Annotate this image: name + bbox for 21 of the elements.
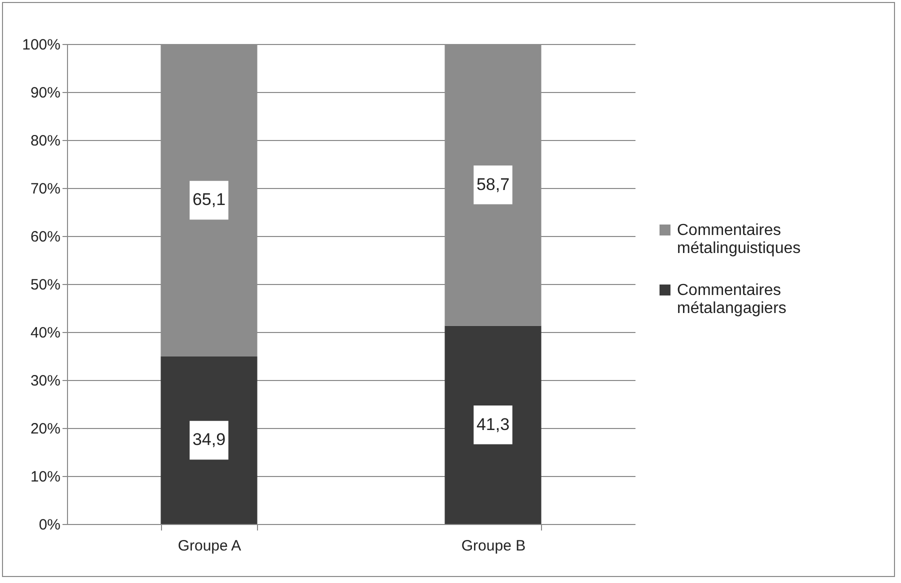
data-label: 58,7 — [476, 174, 510, 194]
y-tick-label: 70% — [30, 180, 60, 198]
x-tick-label: Groupe B — [461, 538, 526, 554]
y-tick-label: 100% — [22, 36, 60, 54]
legend-label: Commentaires métalinguistiques — [677, 222, 801, 257]
y-tick-label: 0% — [38, 516, 60, 534]
y-tick-label: 20% — [30, 420, 60, 438]
y-tick-label: 80% — [30, 132, 60, 150]
x-tick-label: Groupe A — [178, 538, 242, 554]
y-tick-label: 50% — [30, 276, 60, 294]
bar — [160, 356, 258, 524]
legend-label: Commentaires métalangagiers — [677, 282, 786, 317]
y-tick-label: 60% — [30, 228, 60, 246]
y-tick-label: 10% — [30, 468, 60, 486]
y-tick-label: 90% — [30, 84, 60, 102]
data-label: 65,1 — [192, 190, 226, 210]
data-label: 41,3 — [476, 414, 510, 434]
data-label: 34,9 — [192, 430, 226, 450]
bar — [444, 326, 542, 524]
y-tick-label: 30% — [30, 372, 60, 390]
y-tick-label: 40% — [30, 324, 60, 342]
